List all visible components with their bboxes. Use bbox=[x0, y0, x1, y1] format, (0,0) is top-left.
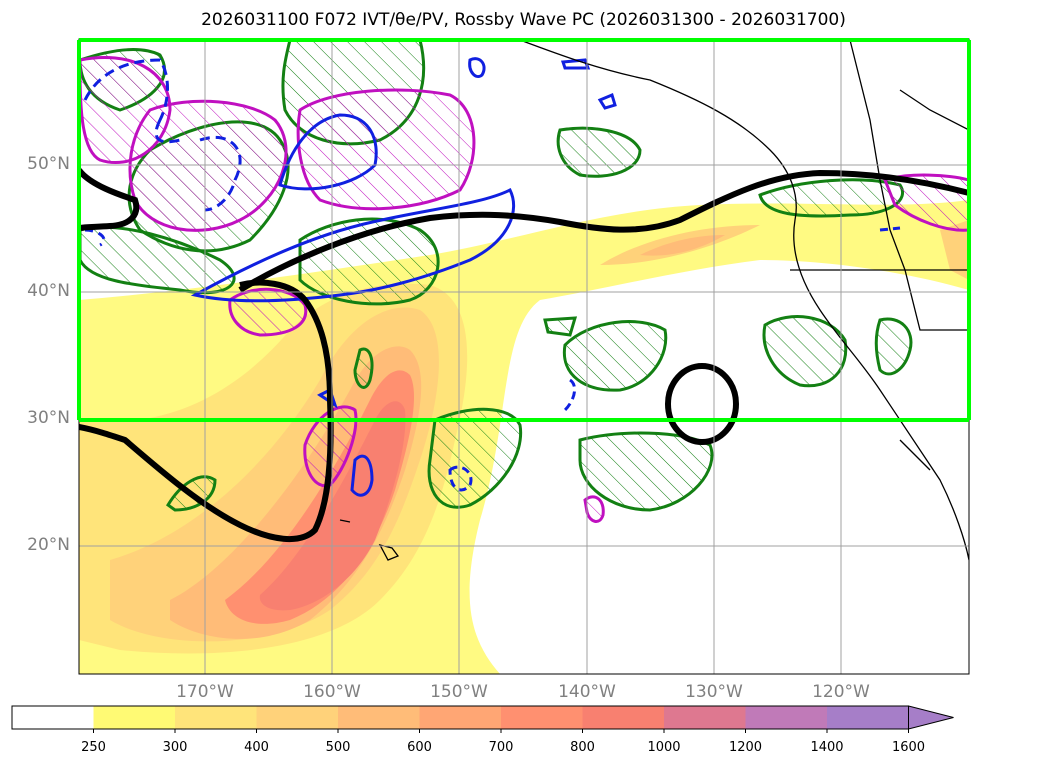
colorbar-tick-label: 1200 bbox=[728, 740, 763, 755]
colorbar-segment bbox=[256, 706, 339, 729]
black-pv-contours bbox=[79, 168, 969, 543]
colorbar bbox=[11, 705, 954, 733]
lat-label-30n: 30°N bbox=[27, 408, 70, 428]
colorbar-extend-arrow bbox=[908, 705, 954, 730]
colorbar-tick-label: 400 bbox=[244, 740, 269, 755]
colorbar-segment bbox=[338, 706, 420, 729]
colorbar-tick-label: 300 bbox=[162, 740, 188, 755]
colorbar-segment bbox=[419, 706, 502, 729]
colorbar-segment bbox=[827, 706, 909, 729]
map-title: 2026031100 F072 IVT/θe/PV, Rossby Wave P… bbox=[201, 10, 846, 30]
colorbar-segment bbox=[664, 706, 746, 729]
lat-label-40n: 40°N bbox=[27, 281, 70, 301]
lon-label-140w: 140°W bbox=[558, 682, 616, 702]
graticule bbox=[79, 39, 969, 674]
magenta-hatched-contours bbox=[79, 55, 969, 523]
colorbar-tick-label: 250 bbox=[81, 740, 106, 755]
colorbar-outline bbox=[11, 705, 909, 730]
colorbar-tick-label: 700 bbox=[488, 740, 514, 755]
lat-label-20n: 20°N bbox=[27, 535, 70, 555]
colorbar-tick-label: 500 bbox=[325, 740, 351, 755]
colorbar-tick-label: 600 bbox=[407, 740, 432, 755]
colorbar-segment bbox=[582, 706, 665, 729]
colorbar-tick-label: 800 bbox=[570, 740, 595, 755]
colorbar-tick-label: 1400 bbox=[810, 740, 844, 755]
colorbar-tick-label: 1600 bbox=[891, 740, 926, 755]
highlight-box bbox=[77, 38, 971, 422]
coastline bbox=[339, 39, 969, 561]
lon-label-120w: 120°W bbox=[812, 682, 870, 702]
colorbar-segment bbox=[12, 706, 94, 729]
colorbar-segment bbox=[93, 706, 176, 729]
colorbar-tick-label: 1000 bbox=[647, 740, 681, 755]
lat-label-50n: 50°N bbox=[27, 154, 70, 174]
colorbar-segment bbox=[745, 706, 828, 729]
colorbar-segment bbox=[501, 706, 583, 729]
lon-label-170w: 170°W bbox=[176, 682, 234, 702]
lon-label-130w: 130°W bbox=[685, 682, 743, 702]
colorbar-segment bbox=[175, 706, 257, 729]
lon-label-160w: 160°W bbox=[303, 682, 361, 702]
lon-label-150w: 150°W bbox=[430, 682, 488, 702]
